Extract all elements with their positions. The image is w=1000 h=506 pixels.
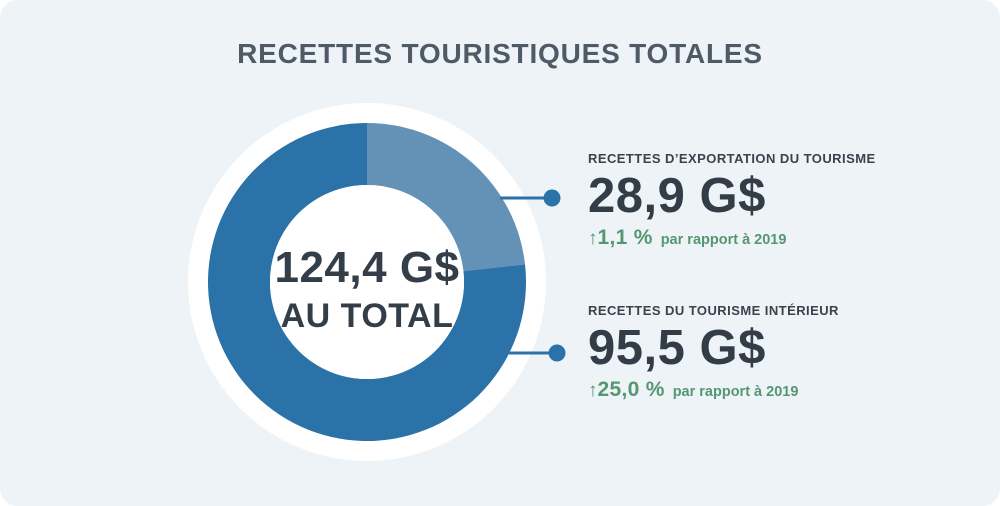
up-arrow-icon: ↑ xyxy=(588,228,598,249)
total-value: 124,4 G$ xyxy=(274,243,460,292)
callout-change-note: par rapport à 2019 xyxy=(660,232,787,248)
callout-value: 28,9 G$ xyxy=(588,169,766,223)
callout-domestic-revenue: RECETTES DU TOURISME INTÉRIEUR 95,5 G$ ↑… xyxy=(588,301,839,403)
callout-heading: RECETTES DU TOURISME INTÉRIEUR xyxy=(588,303,839,318)
callout-change-row: ↑ 1,1 % par rapport à 2019 xyxy=(588,227,876,251)
donut-center-label: 124,4 G$ AU TOTAL xyxy=(197,243,537,335)
callout-change-percent: 25,0 % xyxy=(597,378,665,401)
callout-value: 95,5 G$ xyxy=(588,321,766,375)
up-arrow-icon: ↑ xyxy=(588,380,598,401)
callout-change-row: ↑ 25,0 % par rapport à 2019 xyxy=(588,379,839,403)
page-title: RECETTES TOURISTIQUES TOTALES xyxy=(237,38,763,69)
callout-change-note: par rapport à 2019 xyxy=(672,384,799,400)
callout-heading: RECETTES D’EXPORTATION DU TOURISME xyxy=(588,151,876,166)
callout-change-percent: 1,1 % xyxy=(597,226,653,249)
callout-export-revenue: RECETTES D’EXPORTATION DU TOURISME 28,9 … xyxy=(588,149,876,251)
total-caption: AU TOTAL xyxy=(280,297,454,335)
